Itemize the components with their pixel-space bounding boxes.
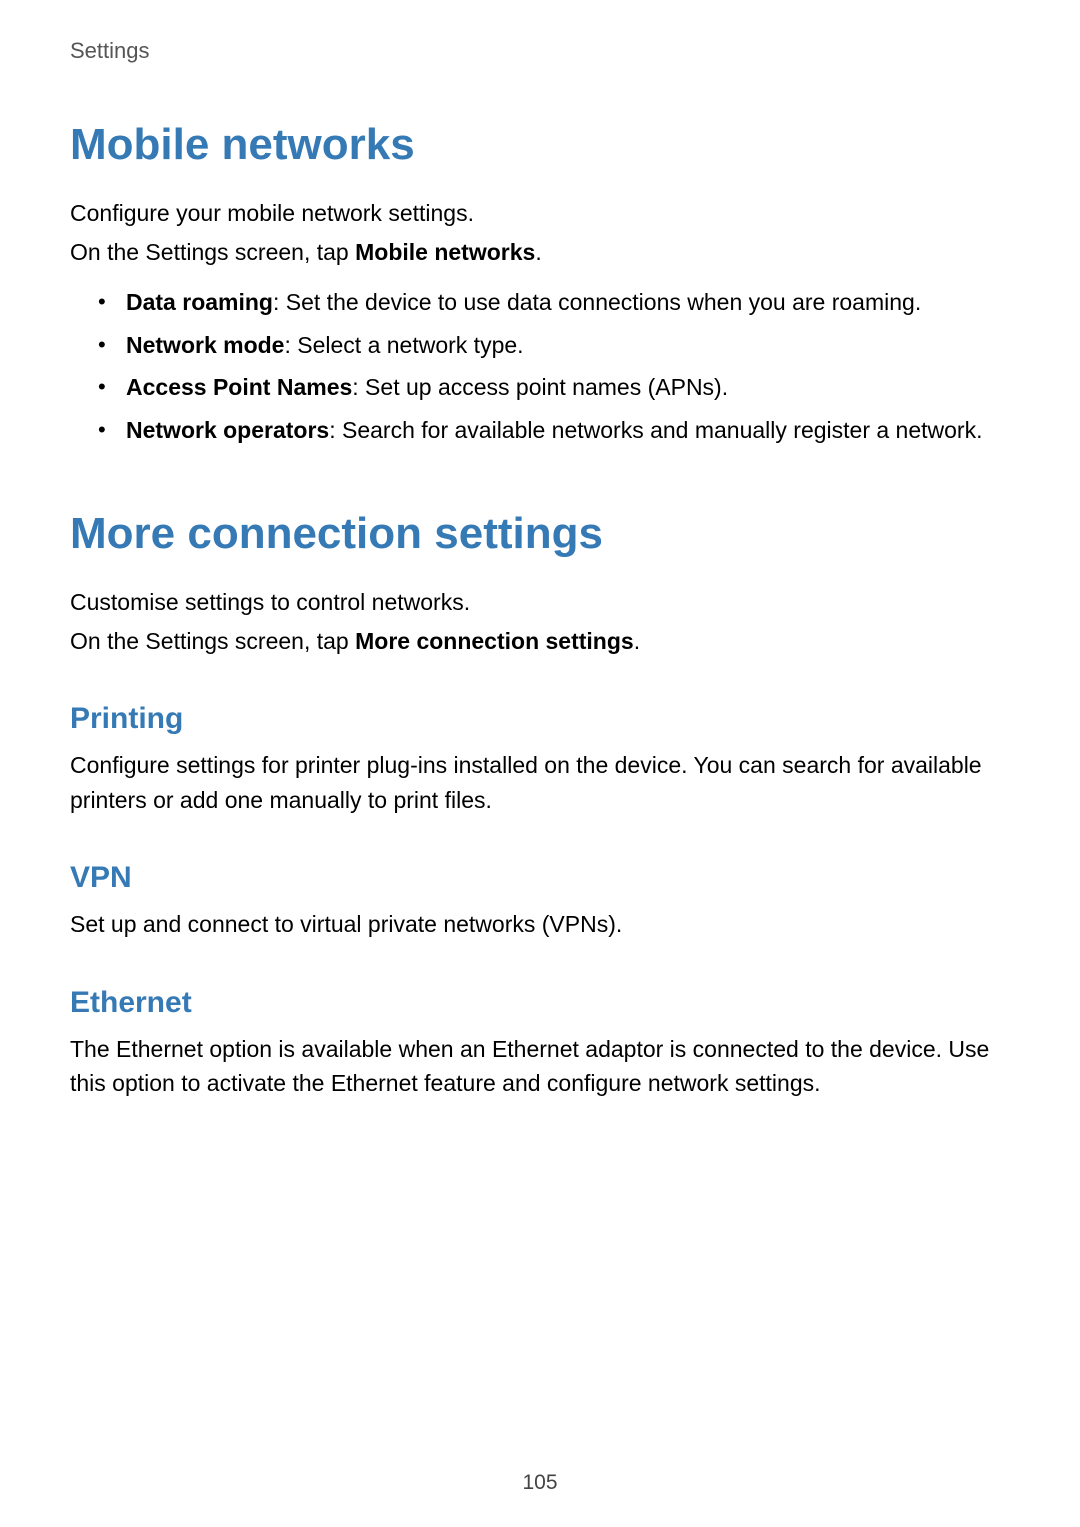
mobile-networks-bullet-list: Data roaming: Set the device to use data… (70, 285, 1010, 447)
mobile-networks-intro-1: Configure your mobile network settings. (70, 196, 1010, 231)
bullet-description: : Set up access point names (APNs). (352, 374, 728, 400)
subheading-vpn: VPN (70, 861, 1010, 895)
text-bold-fragment: More connection settings (355, 628, 634, 654)
subsection-body: Configure settings for printer plug-ins … (70, 748, 1010, 817)
subsection-body: The Ethernet option is available when an… (70, 1032, 1010, 1101)
section-more-connection-settings: More connection settings Customise setti… (70, 509, 1010, 1101)
bullet-term: Network mode (126, 332, 284, 358)
subheading-printing: Printing (70, 702, 1010, 736)
text-bold-fragment: Mobile networks (355, 239, 535, 265)
more-connection-intro-1: Customise settings to control networks. (70, 585, 1010, 620)
subheading-ethernet: Ethernet (70, 986, 1010, 1020)
bullet-description: : Select a network type. (284, 332, 523, 358)
bullet-description: : Set the device to use data connections… (273, 289, 921, 315)
breadcrumb: Settings (70, 38, 1010, 64)
section-mobile-networks: Mobile networks Configure your mobile ne… (70, 120, 1010, 447)
list-item: Network operators: Search for available … (106, 413, 1010, 448)
bullet-term: Network operators (126, 417, 329, 443)
heading-more-connection-settings: More connection settings (70, 509, 1010, 559)
subsection-body: Set up and connect to virtual private ne… (70, 907, 1010, 942)
list-item: Data roaming: Set the device to use data… (106, 285, 1010, 320)
bullet-description: : Search for available networks and manu… (329, 417, 982, 443)
mobile-networks-intro-2: On the Settings screen, tap Mobile netwo… (70, 235, 1010, 270)
bullet-term: Access Point Names (126, 374, 352, 400)
list-item: Access Point Names: Set up access point … (106, 370, 1010, 405)
more-connection-intro-2: On the Settings screen, tap More connect… (70, 624, 1010, 659)
list-item: Network mode: Select a network type. (106, 328, 1010, 363)
bullet-term: Data roaming (126, 289, 273, 315)
text-fragment: On the Settings screen, tap (70, 239, 355, 265)
text-fragment: On the Settings screen, tap (70, 628, 355, 654)
heading-mobile-networks: Mobile networks (70, 120, 1010, 170)
text-fragment: . (634, 628, 640, 654)
text-fragment: . (535, 239, 541, 265)
page-number: 105 (0, 1471, 1080, 1495)
